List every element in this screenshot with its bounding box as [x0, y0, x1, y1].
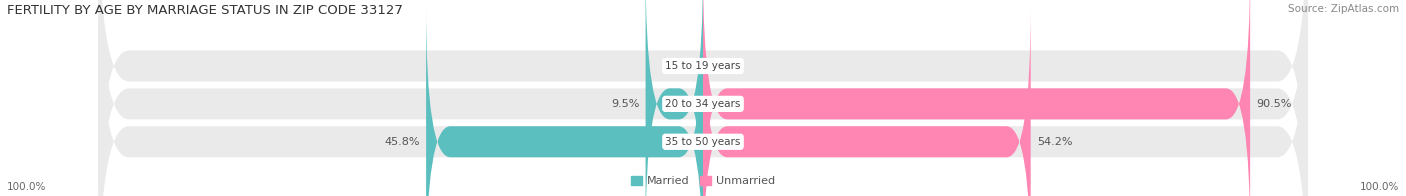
- Text: 15 to 19 years: 15 to 19 years: [665, 61, 741, 71]
- Text: 90.5%: 90.5%: [1256, 99, 1292, 109]
- FancyBboxPatch shape: [98, 0, 1308, 196]
- Text: 45.8%: 45.8%: [385, 137, 420, 147]
- Text: Source: ZipAtlas.com: Source: ZipAtlas.com: [1288, 4, 1399, 14]
- Text: 0.0%: 0.0%: [669, 61, 697, 71]
- Text: 100.0%: 100.0%: [1360, 182, 1399, 192]
- Text: FERTILITY BY AGE BY MARRIAGE STATUS IN ZIP CODE 33127: FERTILITY BY AGE BY MARRIAGE STATUS IN Z…: [7, 4, 404, 17]
- FancyBboxPatch shape: [703, 0, 1250, 196]
- Legend: Married, Unmarried: Married, Unmarried: [627, 171, 779, 191]
- Text: 54.2%: 54.2%: [1036, 137, 1073, 147]
- Text: 9.5%: 9.5%: [612, 99, 640, 109]
- Text: 35 to 50 years: 35 to 50 years: [665, 137, 741, 147]
- FancyBboxPatch shape: [426, 6, 703, 196]
- Text: 0.0%: 0.0%: [709, 61, 737, 71]
- FancyBboxPatch shape: [645, 0, 703, 196]
- FancyBboxPatch shape: [703, 6, 1031, 196]
- FancyBboxPatch shape: [98, 0, 1308, 196]
- FancyBboxPatch shape: [98, 0, 1308, 196]
- Text: 100.0%: 100.0%: [7, 182, 46, 192]
- Text: 20 to 34 years: 20 to 34 years: [665, 99, 741, 109]
